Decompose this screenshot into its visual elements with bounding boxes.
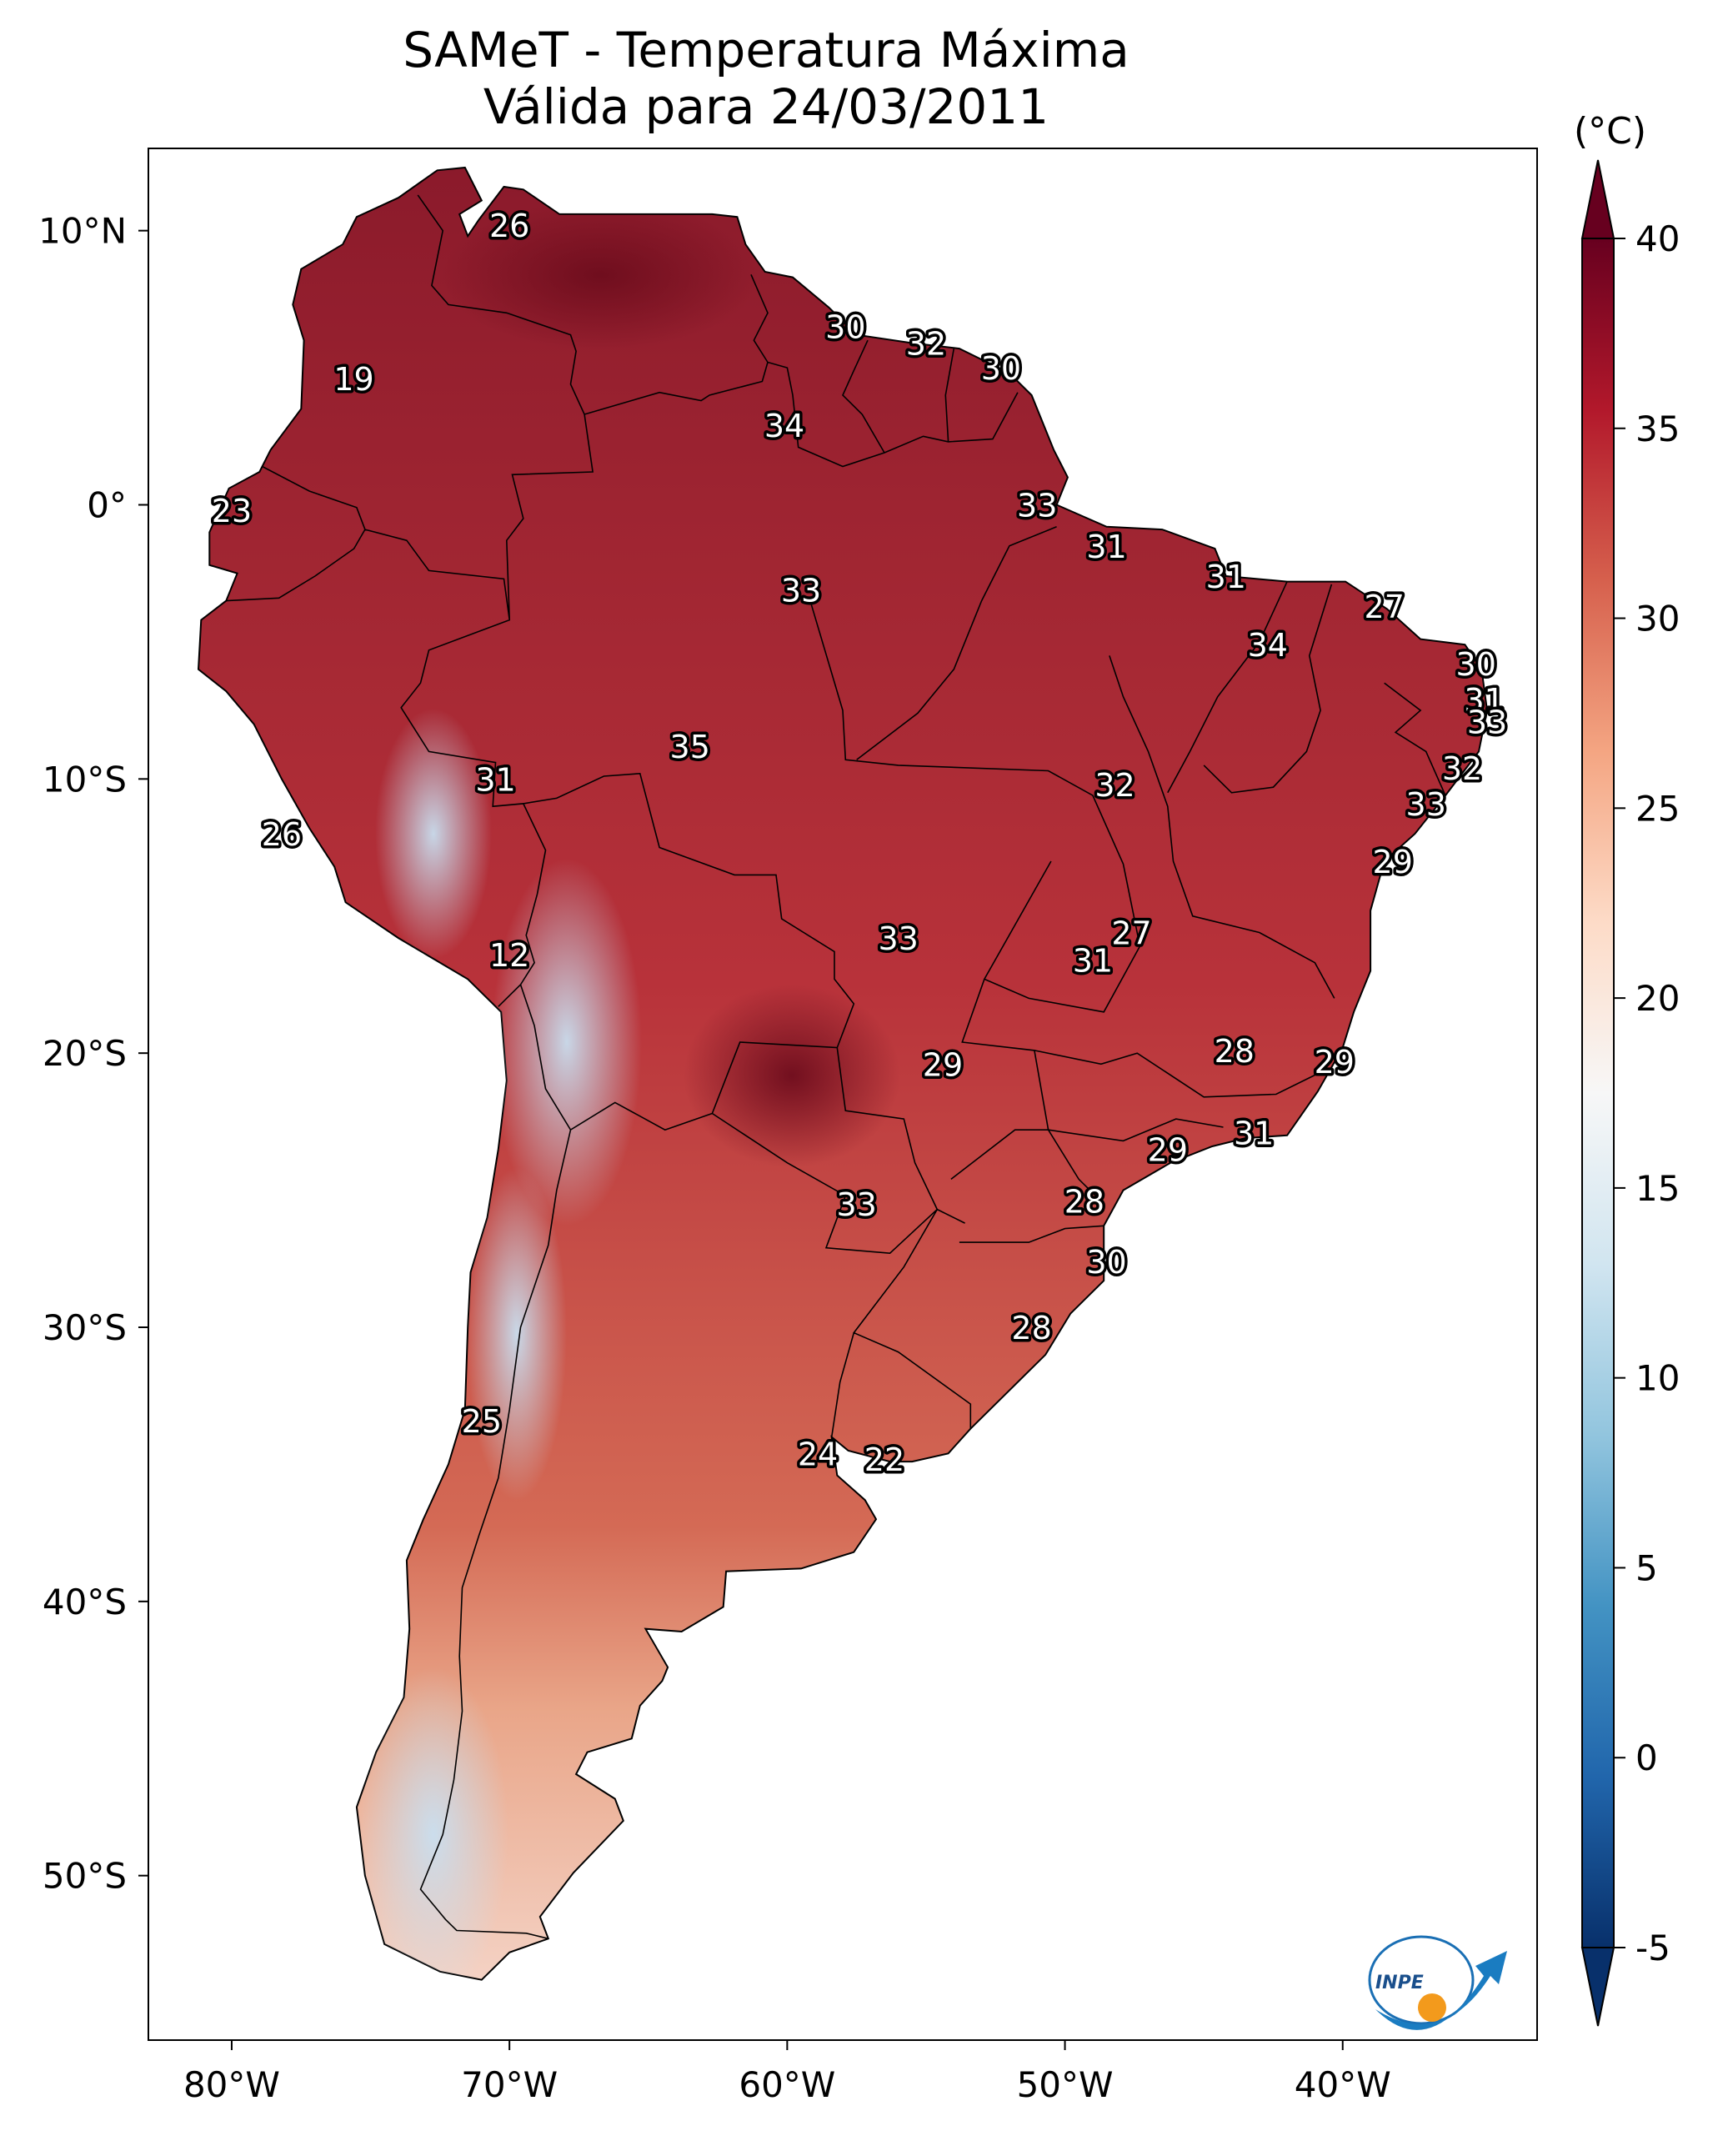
lon-tick-label: 70°W xyxy=(461,2064,558,2105)
station-temperature-label: 33 xyxy=(781,572,821,609)
station-temperature-label: 29 xyxy=(1148,1131,1188,1168)
colorbar-tick-label: 0 xyxy=(1635,1737,1658,1778)
station-temperature-label: 29 xyxy=(923,1046,963,1083)
colorbar-tick-label: 5 xyxy=(1635,1547,1658,1588)
station-temperature-label: 27 xyxy=(1365,589,1405,625)
station-temperature-label: 31 xyxy=(1073,942,1113,979)
station-temperature-label: 33 xyxy=(1467,704,1507,740)
colorbar-max-arrow xyxy=(1580,159,1615,239)
station-temperature-label: 28 xyxy=(1011,1310,1051,1346)
station-temperature-label: 32 xyxy=(1442,750,1482,787)
country-borders xyxy=(226,194,1446,1940)
station-temperature-label: 31 xyxy=(1086,529,1126,565)
station-temperature-label: 31 xyxy=(1206,559,1246,595)
station-temperature-label: 25 xyxy=(462,1403,502,1440)
lon-tick-label: 50°W xyxy=(1017,2064,1114,2105)
station-temperature-label: 29 xyxy=(1373,844,1413,880)
logo-sun xyxy=(1418,1993,1446,2022)
colorbar: (°C) 40 35 30 25 20 15 10 5 0 -5 xyxy=(1574,110,1680,2027)
station-temperature-label: 31 xyxy=(1465,682,1505,719)
station-temperature-label: 33 xyxy=(1017,487,1057,524)
colorbar-border xyxy=(1581,238,1615,1948)
cold-region-patagonia xyxy=(358,1667,508,1980)
station-temperature-label: 26 xyxy=(262,816,302,853)
lat-tick-label: 10°N xyxy=(38,211,127,252)
lat-tick-label: 50°S xyxy=(43,1856,127,1897)
station-temperature-label: 30 xyxy=(981,350,1021,387)
colorbar-gradient xyxy=(1582,238,1614,1948)
inpe-logo: INPE xyxy=(1368,1935,1507,2030)
cold-region-andes-north xyxy=(375,709,492,959)
station-temperature-label: 32 xyxy=(1094,767,1134,804)
colorbar-tick-label: 40 xyxy=(1635,218,1680,259)
station-temperature-label: 12 xyxy=(489,937,529,974)
lon-tick-label: 40°W xyxy=(1295,2064,1391,2105)
logo-swoosh xyxy=(1375,1951,1507,2030)
station-temperature-label: 31 xyxy=(1234,1116,1274,1152)
map-subtitle: Válida para 24/03/2011 xyxy=(483,78,1049,135)
station-temperature-label: 22 xyxy=(864,1442,904,1478)
lon-tick-label: 60°W xyxy=(739,2064,835,2105)
colorbar-tick-label: 25 xyxy=(1635,788,1680,829)
longitude-axis: 80°W 70°W 60°W 50°W 40°W xyxy=(183,2040,1391,2105)
station-temperature-label: 28 xyxy=(1215,1033,1255,1070)
colorbar-tick-label: 15 xyxy=(1635,1168,1680,1209)
colorbar-min-arrow xyxy=(1580,1947,1615,2027)
lon-tick-label: 80°W xyxy=(183,2064,280,2105)
station-temperature-label: 30 xyxy=(1086,1244,1126,1281)
colorbar-tick-label: 10 xyxy=(1635,1358,1680,1399)
station-temperature-label: 23 xyxy=(212,493,252,529)
station-temperature-label: 33 xyxy=(878,920,918,957)
station-temperature-label: 30 xyxy=(825,309,865,346)
station-temperature-label: 35 xyxy=(670,729,710,765)
cold-region-andes-central xyxy=(492,859,642,1226)
station-temperature-label: 24 xyxy=(798,1436,838,1472)
station-temperature-label: 28 xyxy=(1064,1184,1104,1221)
station-temperature-label: 26 xyxy=(489,208,529,244)
colorbar-tick-label: 35 xyxy=(1635,409,1680,449)
lat-tick-label: 30°S xyxy=(43,1307,127,1348)
station-temperature-label: 33 xyxy=(836,1186,876,1223)
lat-tick-label: 0° xyxy=(87,484,127,525)
station-temperature-label: 34 xyxy=(1248,627,1288,664)
latitude-axis: 10°N 0° 10°S 20°S 30°S 40°S 50°S xyxy=(38,211,148,1897)
station-temperature-label: 27 xyxy=(1111,915,1151,951)
station-temperature-label: 31 xyxy=(475,761,515,798)
hot-region-chaco xyxy=(684,984,900,1167)
cold-region-andes-south xyxy=(467,1167,567,1501)
colorbar-tick-label: 30 xyxy=(1635,599,1680,639)
lat-tick-label: 10°S xyxy=(43,759,127,800)
colorbar-tick-label: 20 xyxy=(1635,978,1680,1019)
map-title: SAMeT - Temperatura Máxima xyxy=(403,22,1129,78)
station-temperature-label: 32 xyxy=(906,325,946,362)
station-temperature-label: 30 xyxy=(1456,646,1496,683)
logo-text: INPE xyxy=(1375,1973,1424,1993)
station-temperature-label: 33 xyxy=(1406,786,1446,823)
station-temperature-label: 29 xyxy=(1315,1044,1355,1081)
station-temperature-label: 19 xyxy=(333,361,373,398)
hot-region-venezuela xyxy=(442,200,759,350)
logo-orbit xyxy=(1368,1935,1475,2025)
lat-tick-label: 20°S xyxy=(43,1033,127,1074)
colorbar-unit: (°C) xyxy=(1574,110,1646,153)
station-temperature-label: 34 xyxy=(764,408,804,444)
lat-tick-label: 40°S xyxy=(43,1582,127,1622)
colorbar-tick-label: -5 xyxy=(1635,1928,1670,1968)
